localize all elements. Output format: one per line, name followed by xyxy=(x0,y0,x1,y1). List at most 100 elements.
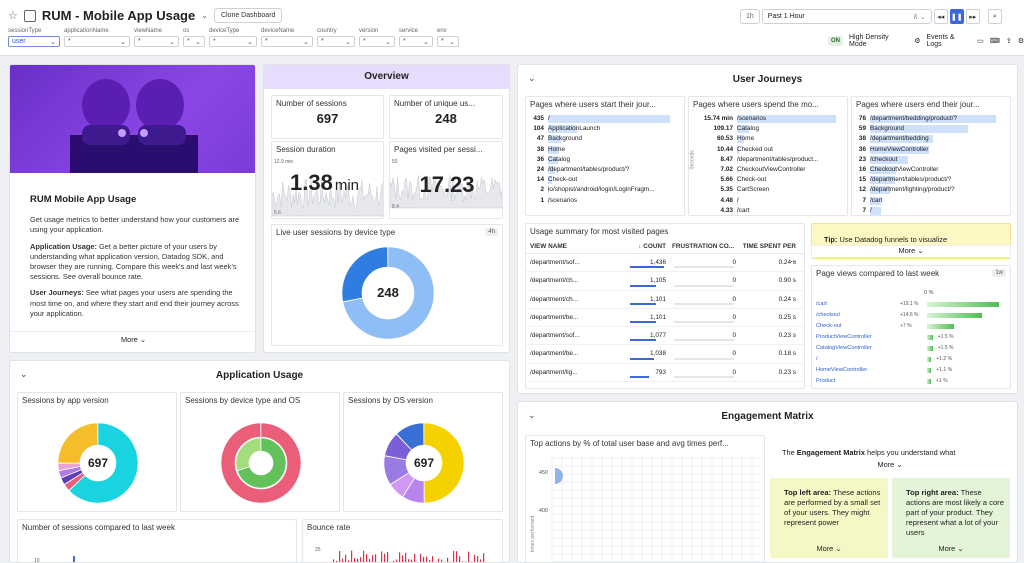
table-row[interactable]: /department/lig... 793 0 0.23 s xyxy=(526,364,804,383)
list-item[interactable]: 1/scenarios xyxy=(526,196,684,206)
list-item[interactable]: 5.35 CartScreen xyxy=(693,185,847,195)
table-row[interactable]: /department/sof... 1,436 0 0.24 s xyxy=(526,254,804,273)
table-row[interactable]: /department/ch... 1,101 0 0.24 s xyxy=(526,291,804,309)
list-item[interactable]: 76/department/bedding/product/? xyxy=(852,114,1010,124)
list-item[interactable]: 24/department/tables/product/? xyxy=(526,165,684,175)
list-item[interactable]: 8.47/department/tables/product... xyxy=(693,155,847,165)
table-row[interactable]: /department/be... 1,038 0 0.18 s xyxy=(526,345,804,364)
pause-icon[interactable]: ❚❚ xyxy=(949,9,964,24)
chevron-down-icon[interactable]: ⌄ xyxy=(201,11,208,20)
compare-row[interactable]: Product +1 % xyxy=(812,376,1010,387)
zoom-icon[interactable]: ⌕ xyxy=(987,9,1002,24)
list-item[interactable]: 47 Background xyxy=(526,134,684,144)
keyboard-icon[interactable]: ⌨ xyxy=(989,38,1000,45)
donut-slice[interactable] xyxy=(236,437,287,489)
filter-value[interactable]: * ⌄ xyxy=(183,36,205,47)
compare-row[interactable]: /checkout +14.6 % xyxy=(812,310,1010,321)
filter-value[interactable]: * ⌄ xyxy=(317,36,355,47)
list-item[interactable]: 7/cart xyxy=(852,196,1010,206)
donut-slice[interactable] xyxy=(423,422,465,504)
table-row[interactable]: /department/ch... 1,105 0 0.90 s xyxy=(526,272,804,291)
filter-sessionType[interactable]: sessionType user ⌄ xyxy=(8,28,60,47)
list-item[interactable]: 435 / xyxy=(526,114,684,124)
filter-country[interactable]: country * ⌄ xyxy=(317,28,355,47)
filter-value[interactable]: * ⌄ xyxy=(209,36,257,47)
compare-row[interactable]: / +1.2 % xyxy=(812,354,1010,365)
list-item[interactable]: 104 ApplicationLaunch xyxy=(526,124,684,134)
filter-value[interactable]: * ⌄ xyxy=(399,36,433,47)
density-on-badge[interactable]: ON xyxy=(828,36,843,46)
events-logs-link[interactable]: Events & Logs xyxy=(926,34,955,48)
list-item[interactable]: 36 HomeViewController xyxy=(852,145,1010,155)
donut-slice[interactable] xyxy=(342,246,435,340)
list-item[interactable]: 109.17 Catalog xyxy=(693,124,847,134)
filter-viewName[interactable]: viewName * ⌄ xyxy=(134,28,179,47)
list-item[interactable]: 60.53 Home xyxy=(693,134,847,144)
filter-deviceType[interactable]: deviceType * ⌄ xyxy=(209,28,257,47)
filter-service[interactable]: service * ⌄ xyxy=(399,28,433,47)
time-range-picker[interactable]: Past 1 Hour ⊼ ⌄ xyxy=(761,9,932,24)
high-density-label[interactable]: High Density Mode xyxy=(849,34,889,48)
compare-row[interactable]: CatalogViewController +1.5 % xyxy=(812,343,1010,354)
compare-row[interactable]: /cart +19.1 % xyxy=(812,299,1010,310)
filter-value[interactable]: * ⌄ xyxy=(261,36,313,47)
list-item[interactable]: 38/department/bedding xyxy=(852,134,1010,144)
engagement-more-button[interactable]: More ⌄ xyxy=(770,460,1010,473)
donut-slice[interactable] xyxy=(220,422,302,504)
forward-icon[interactable]: ▸▸ xyxy=(965,9,980,24)
list-item[interactable]: 15/department/tables/product/? xyxy=(852,175,1010,185)
donut-slice[interactable] xyxy=(68,422,139,504)
list-item[interactable]: 5.66 Check-out xyxy=(693,175,847,185)
donut-slice[interactable] xyxy=(57,422,99,464)
clone-dashboard-button[interactable]: Clone Dashboard xyxy=(213,8,283,23)
list-item[interactable]: 4.33/cart xyxy=(693,206,847,215)
filter-value[interactable]: * ⌄ xyxy=(64,36,130,47)
compare-row[interactable]: Check-out +7 % xyxy=(812,321,1010,332)
list-item[interactable]: 7/ xyxy=(852,206,1010,215)
collapse-chevron-icon[interactable]: ⌄ xyxy=(528,410,536,420)
filter-value[interactable]: * ⌄ xyxy=(359,36,395,47)
filter-deviceName[interactable]: deviceName * ⌄ xyxy=(261,28,313,47)
list-item[interactable]: 59 Background xyxy=(852,124,1010,134)
list-item[interactable]: 4.48 / xyxy=(693,196,847,206)
scatter-point[interactable] xyxy=(555,468,563,484)
compare-row[interactable]: HomeViewController +1.1 % xyxy=(812,365,1010,376)
list-item[interactable]: 12/department/lighting/product/? xyxy=(852,185,1010,195)
list-item[interactable]: 36 Catalog xyxy=(526,155,684,165)
time-shortcut[interactable]: 1h xyxy=(740,9,760,24)
filter-env[interactable]: env * ⌄ xyxy=(437,28,459,47)
list-item[interactable]: 15.74 min/scenarios xyxy=(693,114,847,124)
donut-slice[interactable] xyxy=(383,455,410,485)
filter-value[interactable]: * ⌄ xyxy=(437,36,459,47)
col-count[interactable]: ↓ COUNT xyxy=(630,240,666,253)
list-item[interactable]: 7.02 CheckoutViewController xyxy=(693,165,847,175)
compare-row[interactable]: ProductViewController +1.5 % xyxy=(812,332,1010,343)
rewind-icon[interactable]: ◂◂ xyxy=(933,9,948,24)
list-item[interactable]: 10.44 Checked out xyxy=(693,145,847,155)
share-icon[interactable]: ⇪ xyxy=(1005,38,1012,45)
top-right-more-button[interactable]: More ⌄ xyxy=(892,542,1010,556)
filter-applicationName[interactable]: applicationName * ⌄ xyxy=(64,28,130,47)
collapse-chevron-icon[interactable]: ⌄ xyxy=(20,369,28,379)
table-row[interactable]: /department/be... 1,101 0 0.25 s xyxy=(526,309,804,328)
filter-version[interactable]: version * ⌄ xyxy=(359,28,395,47)
donut-slice[interactable] xyxy=(396,422,425,451)
collapse-chevron-icon[interactable]: ⌄ xyxy=(528,73,536,83)
list-item[interactable]: 14 Check-out xyxy=(526,175,684,185)
filter-os[interactable]: os * ⌄ xyxy=(183,28,205,47)
list-item[interactable]: 38 Home xyxy=(526,145,684,155)
list-item[interactable]: 16 CheckoutViewController xyxy=(852,165,1010,175)
donut-slice[interactable] xyxy=(341,246,389,302)
col-view-name[interactable]: VIEW NAME xyxy=(530,243,567,250)
col-time-spent[interactable]: TIME SPENT PER ... xyxy=(742,243,796,264)
table-row[interactable]: /department/sof... 1,077 0 0.23 s xyxy=(526,327,804,346)
intro-more-button[interactable]: More ⌄ xyxy=(10,331,255,352)
list-item[interactable]: 2 io/shopist/android/login/LoginFragm... xyxy=(526,185,684,195)
donut-slice[interactable] xyxy=(235,437,262,472)
gear-icon[interactable]: ⚙ xyxy=(914,38,921,45)
settings-icon[interactable]: ⚙ xyxy=(1017,38,1024,45)
filter-value[interactable]: * ⌄ xyxy=(134,36,179,47)
list-item[interactable]: 23/checkout xyxy=(852,155,1010,165)
col-frustration[interactable]: FRUSTRATION CO... xyxy=(672,243,735,250)
tip-more-button[interactable]: More ⌄ xyxy=(811,245,1011,258)
